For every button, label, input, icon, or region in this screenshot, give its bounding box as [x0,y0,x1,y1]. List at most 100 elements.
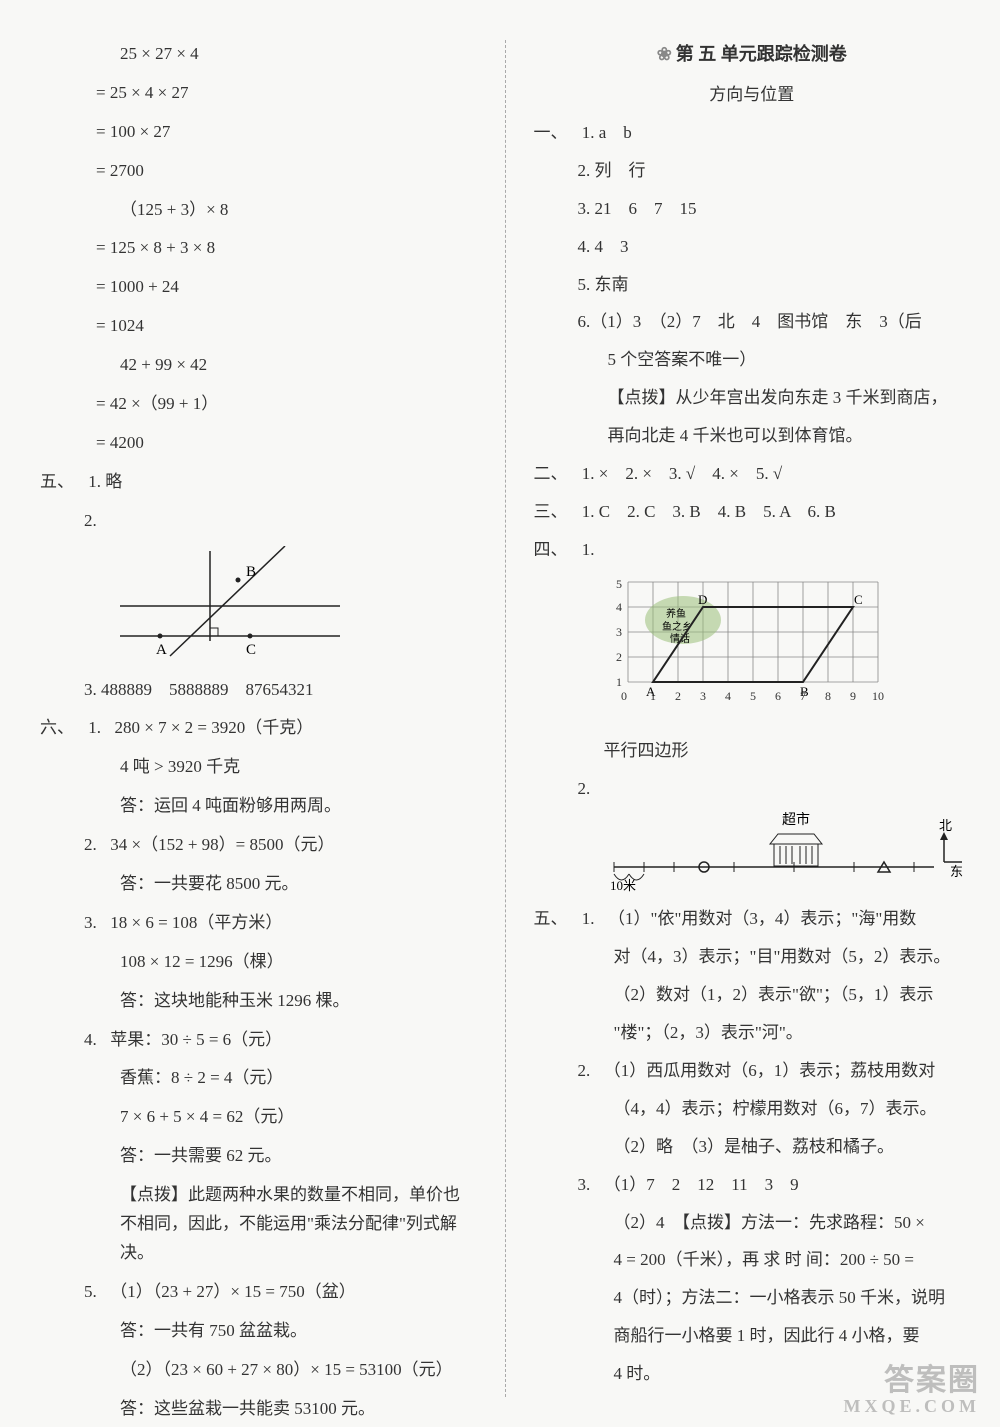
item-text: 4. 4 3 [534,233,971,262]
item-text: 答：一共要花 8500 元。 [40,870,477,899]
svg-text:C: C [854,592,863,607]
left-column: 25 × 27 × 4 = 25 × 4 × 27 = 100 × 27 = 2… [40,40,477,1397]
item-text: 5. 东南 [534,271,971,300]
item-text: 商船行一小格要 1 时，因此行 4 小格，要 [534,1322,971,1351]
item-text: 苹果：30 ÷ 5 = 6（元） [110,1030,282,1049]
section-label: 五、 [534,905,578,934]
item-text: 280 × 7 × 2 = 3920（千克） [115,718,314,737]
item-text: 2. 列 行 [534,157,971,186]
item-text: 108 × 12 = 1296（棵） [40,948,477,977]
item-text: 对（4，3）表示；"目"用数对（5，2）表示。 [534,943,971,972]
point-a-label: A [156,642,167,658]
svg-text:10: 10 [872,689,884,703]
calc-line: = 1000 + 24 [40,273,477,302]
calc-line: = 4200 [40,429,477,458]
svg-text:7: 7 [800,689,806,703]
section-6-item-4: 4. 苹果：30 ÷ 5 = 6（元） [40,1026,477,1055]
section-5r-item-1: 五、 1. （1）"依"用数对（3，4）表示；"海"用数 [534,905,971,934]
svg-text:2: 2 [616,650,622,664]
item-tip: 【点拨】从少年宫出发向东走 3 千米到商店， [534,384,971,413]
item-text: 4 = 200（千米），再 求 时 间：200 ÷ 50 = [534,1246,971,1275]
item-4-2: 2. [534,775,971,804]
item-text: （2）略 （3）是柚子、荔枝和橘子。 [534,1133,971,1162]
item-number: 1. [88,714,110,743]
map-svg: 10米 超市 北 东 [604,812,964,892]
unit-title: 第 五 单元跟踪检测卷 [534,40,971,66]
calc-line: = 25 × 4 × 27 [40,79,477,108]
column-divider [505,40,506,1397]
svg-text:10米: 10米 [610,878,636,892]
item-text: （1）（23 + 27）× 15 = 750（盆） [110,1282,356,1301]
item-text: （2）4 【点拨】方法一：先求路程：50 × [534,1209,971,1238]
section-4: 四、 1. [534,536,971,565]
section-label: 二、 [534,460,578,489]
item-text: （1）7 2 12 11 3 9 [604,1175,799,1194]
svg-text:3: 3 [616,625,622,639]
section-label: 六、 [40,714,84,743]
svg-text:4: 4 [725,689,731,703]
svg-text:9: 9 [850,689,856,703]
section-label: 三、 [534,498,578,527]
item-number: 5. [84,1278,106,1307]
watermark-url: MXQE.COM [844,1397,980,1417]
item-text: （1）"依"用数对（3，4）表示；"海"用数 [608,909,916,928]
svg-text:5: 5 [750,689,756,703]
svg-text:1: 1 [650,689,656,703]
item-text: 5 个空答案不唯一） [534,346,971,375]
svg-text:3: 3 [700,689,706,703]
geometry-diagram: A B C [110,546,477,666]
item-text: 7 × 6 + 5 × 4 = 62（元） [40,1103,477,1132]
item-text: "楼"；（2，3）表示"河"。 [534,1019,971,1048]
item-text: （2）数对（1，2）表示"欲"；（5，1）表示 [534,981,971,1010]
svg-text:2: 2 [675,689,681,703]
section-label: 四、 [534,536,578,565]
svg-text:4: 4 [616,600,622,614]
calc-line: = 125 × 8 + 3 × 8 [40,234,477,263]
section-3: 三、 1. C 2. C 3. B 4. B 5. A 6. B [534,498,971,527]
item-text: 1. 略 [88,472,122,491]
svg-text:0: 0 [621,689,627,703]
item-text: 4（时）；方法二：一小格表示 50 千米，说明 [534,1284,971,1313]
item-tip: 再向北走 4 千米也可以到体育馆。 [534,422,971,451]
item-text: 6.（1）3 （2）7 北 4 图书馆 东 3（后 [534,308,971,337]
section-6-item-3: 3. 18 × 6 = 108（平方米） [40,909,477,938]
svg-text:北: 北 [939,818,952,833]
calc-line: = 42 ×（99 + 1） [40,390,477,419]
calc-line: = 1024 [40,312,477,341]
svg-text:5: 5 [616,577,622,591]
section-6-item-2: 2. 34 ×（152 + 98）= 8500（元） [40,831,477,860]
section-6-item-1: 六、 1. 280 × 7 × 2 = 3920（千克） [40,714,477,743]
item-text: 答：运回 4 吨面粉够用两周。 [40,792,477,821]
grid-caption: 平行四边形 [534,737,971,766]
svg-text:6: 6 [775,689,781,703]
item-5-2: 2. [40,507,477,536]
section-5: 五、 1. 略 [40,468,477,497]
calc-line: = 100 × 27 [40,118,477,147]
item-number: 1. [582,905,604,934]
svg-text:D: D [698,592,707,607]
svg-text:养鱼: 养鱼 [666,607,686,620]
calc-line: = 2700 [40,157,477,186]
item-number: 1. [582,536,604,565]
item-text: 香蕉：8 ÷ 2 = 4（元） [40,1064,477,1093]
map-diagram: 10米 超市 北 东 [604,812,971,897]
item-number: 4. [84,1026,106,1055]
watermark: 答案圈 MXQE.COM [844,1364,980,1417]
svg-text:东: 东 [950,864,963,879]
item-text: 答：这些盆栽一共能卖 53100 元。 [40,1395,477,1424]
item-text: （2）（23 × 60 + 27 × 80）× 15 = 53100（元） [40,1356,477,1385]
section-6-item-5: 5. （1）（23 + 27）× 15 = 750（盆） [40,1278,477,1307]
section-5r-item-2: 2. （1）西瓜用数对（6，1）表示；荔枝用数对 [534,1057,971,1086]
item-tip: 【点拨】此题两种水果的数量不相同，单价也不相同，因此，不能运用"乘法分配律"列式… [40,1181,477,1268]
section-label: 五、 [40,468,84,497]
item-5-3: 3. 488889 5888889 87654321 [40,676,477,705]
item-text: （4，4）表示；柠檬用数对（6，7）表示。 [534,1095,971,1124]
right-column: 第 五 单元跟踪检测卷 方向与位置 一、 1. a b 2. 列 行 3. 21… [534,40,971,1397]
svg-text:1: 1 [616,675,622,689]
watermark-text: 答案圈 [884,1364,980,1397]
section-label: 一、 [534,119,578,148]
point-b-label: B [246,564,256,580]
point-c-label: C [246,642,256,658]
item-text: 1. a b [582,123,632,142]
item-text: 4 吨 > 3920 千克 [40,753,477,782]
